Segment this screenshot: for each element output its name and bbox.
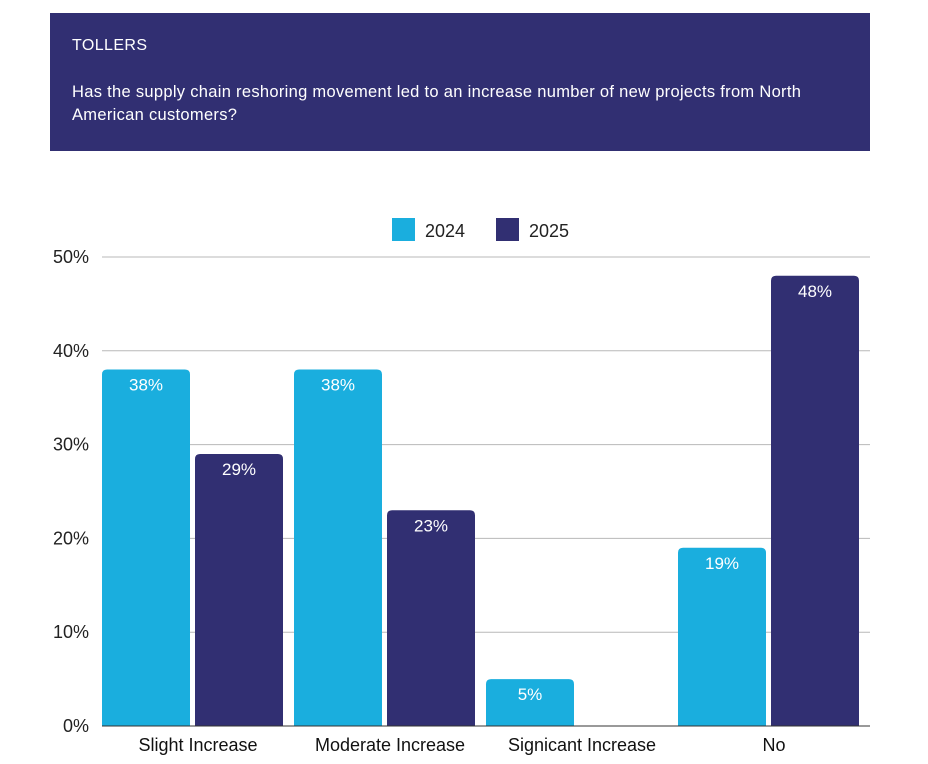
bar-2025-slight-increase [195,453,283,726]
data-label: 5% [518,685,543,704]
y-axis: 0% 10% 20% 30% 40% 50% [53,247,89,736]
y-tick-label: 50% [53,247,89,267]
x-axis: Slight Increase Moderate Increase Signican… [102,725,870,755]
bar-2024-signicant-increase [486,679,574,726]
legend-swatch-2024 [392,218,415,241]
data-label: 38% [129,376,163,395]
y-tick-label: 40% [53,341,89,361]
y-tick-label: 0% [63,716,89,736]
bar-2025-moderate-increase [387,510,475,726]
data-label: 19% [705,554,739,573]
survey-question: Has the supply chain reshoring movement … [72,83,802,124]
data-label: 48% [798,282,832,301]
x-category-label: Signicant Increase [508,735,656,755]
y-tick-label: 30% [53,435,89,455]
legend-label: 2025 [529,221,569,241]
bar-2024-moderate-increase [294,369,382,726]
data-label: 38% [321,376,355,395]
y-tick-label: 20% [53,528,89,548]
legend: 2024 2025 [392,218,569,241]
x-category-label: Moderate Increase [315,735,465,755]
bar-2025-no [771,275,859,726]
chart-header: TOLLERS Has the supply chain reshoring m… [50,13,870,151]
bar-2024-no [678,547,766,726]
data-label: 23% [414,516,448,535]
data-label: 29% [222,460,256,479]
bars: 38% 29% 38% 23% 5% 19% 48% [102,275,859,726]
x-category-label: Slight Increase [138,735,257,755]
y-tick-label: 10% [53,622,89,642]
bar-2024-slight-increase [102,369,190,726]
x-category-label: No [762,735,785,755]
legend-swatch-2025 [496,218,519,241]
legend-label: 2024 [425,221,465,241]
section-label: TOLLERS [72,37,148,54]
